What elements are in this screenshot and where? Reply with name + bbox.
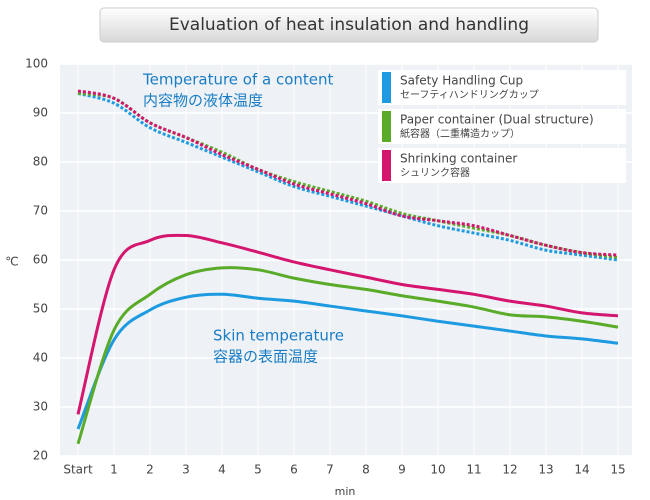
- content-line: [77, 91, 619, 262]
- legend-label: Paper container (Dual structure): [400, 113, 594, 127]
- legend-label-ja: シュリンク容器: [400, 166, 470, 179]
- x-tick-label: 10: [430, 463, 445, 477]
- y-tick-label: 80: [33, 155, 48, 169]
- y-tick-label: 20: [33, 449, 48, 463]
- x-tick-label: 6: [290, 463, 298, 477]
- y-tick-label: 100: [25, 57, 48, 71]
- x-tick-label: 12: [502, 463, 517, 477]
- legend-box: [378, 109, 626, 144]
- annotation: Skin temperature: [213, 327, 344, 345]
- legend-label: Shrinking container: [400, 152, 517, 166]
- x-tick-label: Start: [63, 463, 93, 477]
- legend-box: [378, 148, 626, 183]
- x-tick-label: 8: [362, 463, 370, 477]
- chart-title: Evaluation of heat insulation and handli…: [169, 15, 529, 35]
- x-tick-label: 4: [218, 463, 226, 477]
- x-tick-label: 7: [326, 463, 334, 477]
- annotation: 容器の表面温度: [213, 348, 318, 366]
- y-tick-label: 90: [33, 106, 48, 120]
- legend-label-ja: セーフティハンドリングカップ: [400, 88, 539, 101]
- x-tick-label: 5: [254, 463, 262, 477]
- legend-label-ja: 紙容器（二重構造カップ）: [400, 127, 520, 140]
- x-tick-label: 13: [538, 463, 553, 477]
- legend-swatch: [382, 111, 391, 142]
- skin-line: [76, 233, 619, 415]
- title-box: [99, 7, 599, 43]
- legend-swatch: [382, 150, 391, 181]
- y-axis-label: ℃: [5, 255, 18, 269]
- y-tick-label: 70: [33, 204, 48, 218]
- annotation: 内容物の液体温度: [143, 92, 263, 110]
- y-tick-label: 60: [33, 253, 48, 267]
- y-tick-label: 50: [33, 302, 48, 316]
- content-line: [77, 89, 619, 257]
- content-line: [77, 91, 619, 260]
- legend-label: Safety Handling Cup: [400, 74, 523, 88]
- x-tick-label: 9: [398, 463, 406, 477]
- x-tick-label: 14: [574, 463, 589, 477]
- x-tick-label: 1: [110, 463, 118, 477]
- x-tick-label: 15: [610, 463, 625, 477]
- skin-line: [76, 266, 619, 445]
- legend-box: [378, 70, 626, 105]
- x-axis-label: min: [335, 485, 356, 498]
- y-tick-label: 30: [33, 400, 48, 414]
- annotation: Temperature of a content: [142, 71, 334, 89]
- legend-swatch: [382, 72, 391, 103]
- x-tick-label: 3: [182, 463, 190, 477]
- x-tick-label: 11: [466, 463, 481, 477]
- x-tick-label: 2: [146, 463, 154, 477]
- skin-line: [76, 292, 619, 430]
- y-tick-label: 40: [33, 351, 48, 365]
